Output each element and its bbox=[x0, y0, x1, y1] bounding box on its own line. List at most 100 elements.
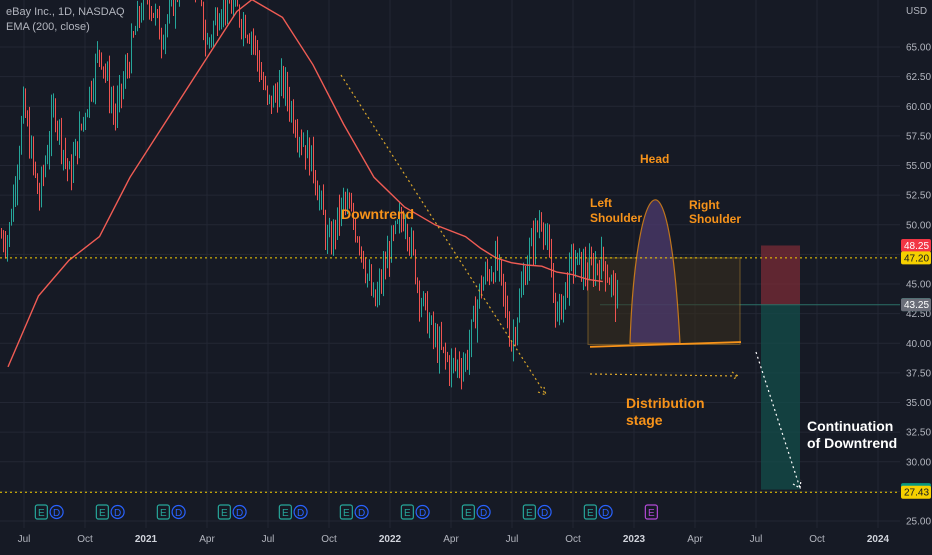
earnings-marker[interactable]: E bbox=[278, 504, 292, 520]
y-axis[interactable]: USD 25.0027.5030.0032.5035.0037.5040.004… bbox=[906, 6, 931, 528]
dividend-marker-circle bbox=[232, 504, 247, 520]
x-tick-label: Oct bbox=[809, 534, 825, 545]
dividend-marker-circle bbox=[110, 504, 125, 520]
y-tick-label: 25.00 bbox=[906, 517, 931, 528]
annotation-head: Head bbox=[640, 152, 669, 166]
price-tag-background bbox=[901, 251, 931, 265]
y-tick-label: 60.00 bbox=[906, 102, 931, 113]
price-tag-background bbox=[901, 485, 931, 499]
y-tick-label: 37.50 bbox=[906, 368, 931, 379]
earnings-marker[interactable]: E bbox=[522, 504, 536, 520]
annotation-downtrend: Downtrend bbox=[341, 206, 414, 222]
x-axis[interactable]: Jul Oct 2021 Apr Jul Oct 2022 Apr Jul Oct 2023 Apr J… bbox=[18, 534, 890, 545]
marker-label: D bbox=[175, 508, 182, 519]
x-tick-label: Apr bbox=[443, 534, 459, 545]
annotation-left-shoulder-line2: Shoulder bbox=[590, 211, 642, 225]
annotation-texts: Downtrend Head Left Shoulder Right Shoul… bbox=[341, 152, 897, 451]
earnings-marker[interactable]: E bbox=[644, 504, 658, 520]
y-tick-label: 62.50 bbox=[906, 72, 931, 83]
dividend-marker[interactable]: D bbox=[232, 504, 247, 520]
dividend-marker[interactable]: D bbox=[293, 504, 308, 520]
dividend-marker[interactable]: D bbox=[537, 504, 552, 520]
position-zones bbox=[600, 245, 900, 490]
earnings-marker-box bbox=[400, 504, 414, 520]
x-tick-label: Apr bbox=[687, 534, 703, 545]
earnings-marker-box bbox=[583, 504, 597, 520]
marker-label: E bbox=[38, 508, 45, 519]
dividend-marker-circle bbox=[415, 504, 430, 520]
continuation-arrow bbox=[755, 351, 801, 489]
dividend-marker[interactable]: D bbox=[110, 504, 125, 520]
price-tag: 47.20 bbox=[901, 251, 931, 265]
dividend-marker[interactable]: D bbox=[49, 504, 64, 520]
dividend-marker[interactable]: D bbox=[476, 504, 491, 520]
annotation-left-shoulder-line1: Left bbox=[590, 196, 612, 210]
earnings-marker-box bbox=[217, 504, 231, 520]
marker-label: E bbox=[648, 508, 655, 519]
take-profit-zone bbox=[761, 304, 800, 490]
y-tick-label: 50.00 bbox=[906, 220, 931, 231]
annotation-right-shoulder-line2: Shoulder bbox=[689, 212, 741, 226]
price-tag-value: 27.43 bbox=[904, 488, 929, 499]
dividend-marker-circle bbox=[354, 504, 369, 520]
dividend-marker-circle bbox=[537, 504, 552, 520]
marker-label: E bbox=[465, 508, 472, 519]
marker-label: D bbox=[480, 508, 487, 519]
marker-label: E bbox=[404, 508, 411, 519]
currency-label: USD bbox=[906, 6, 927, 17]
dividend-marker-circle bbox=[171, 504, 186, 520]
indicator-legend: EMA (200, close) bbox=[6, 21, 90, 33]
y-tick-label: 45.00 bbox=[906, 280, 931, 291]
earnings-marker[interactable]: E bbox=[583, 504, 597, 520]
continuation-arrow-head bbox=[792, 479, 802, 489]
marker-label: E bbox=[99, 508, 106, 519]
earnings-marker-box bbox=[156, 504, 170, 520]
earnings-marker-box bbox=[278, 504, 292, 520]
y-tick-label: 40.00 bbox=[906, 339, 931, 350]
earnings-marker-box bbox=[339, 504, 353, 520]
y-tick-label: 30.00 bbox=[906, 457, 931, 468]
y-tick-label: 52.50 bbox=[906, 191, 931, 202]
earnings-marker[interactable]: E bbox=[95, 504, 109, 520]
earnings-marker[interactable]: E bbox=[156, 504, 170, 520]
marker-label: D bbox=[53, 508, 60, 519]
stop-loss-zone bbox=[761, 245, 800, 305]
price-tag-value: 43.25 bbox=[904, 300, 929, 311]
earnings-marker-box bbox=[95, 504, 109, 520]
x-tick-label: Jul bbox=[750, 534, 763, 545]
x-tick-label: 2024 bbox=[867, 534, 890, 545]
price-tag-background bbox=[901, 238, 931, 252]
earnings-marker[interactable]: E bbox=[400, 504, 414, 520]
marker-label: D bbox=[602, 508, 609, 519]
marker-label: D bbox=[419, 508, 426, 519]
price-tag-value: 48.25 bbox=[904, 241, 929, 252]
dividend-marker-circle bbox=[476, 504, 491, 520]
annotation-right-shoulder-line1: Right bbox=[689, 198, 720, 212]
earnings-marker[interactable]: E bbox=[461, 504, 475, 520]
marker-label: E bbox=[526, 508, 533, 519]
dividend-marker[interactable]: D bbox=[598, 504, 613, 520]
earnings-marker-box bbox=[522, 504, 536, 520]
price-tag-background bbox=[901, 298, 931, 312]
neckline bbox=[589, 341, 742, 348]
dividend-marker[interactable]: D bbox=[171, 504, 186, 520]
symbol-title: eBay Inc., 1D, NASDAQ bbox=[6, 6, 125, 18]
earnings-marker[interactable]: E bbox=[339, 504, 353, 520]
dividend-marker[interactable]: D bbox=[354, 504, 369, 520]
dividend-marker-circle bbox=[49, 504, 64, 520]
head-shape bbox=[629, 199, 681, 344]
price-tag: 43.25 bbox=[901, 298, 931, 312]
annotation-distribution-line2: stage bbox=[626, 412, 663, 428]
marker-label: D bbox=[358, 508, 365, 519]
dividend-marker[interactable]: D bbox=[415, 504, 430, 520]
earnings-marker[interactable]: E bbox=[34, 504, 48, 520]
y-tick-label: 42.50 bbox=[906, 309, 931, 320]
y-tick-label: 35.00 bbox=[906, 398, 931, 409]
earnings-marker[interactable]: E bbox=[217, 504, 231, 520]
dividend-marker-circle bbox=[598, 504, 613, 520]
annotation-continuation-line1: Continuation bbox=[807, 418, 893, 434]
y-tick-label: 65.00 bbox=[906, 43, 931, 54]
